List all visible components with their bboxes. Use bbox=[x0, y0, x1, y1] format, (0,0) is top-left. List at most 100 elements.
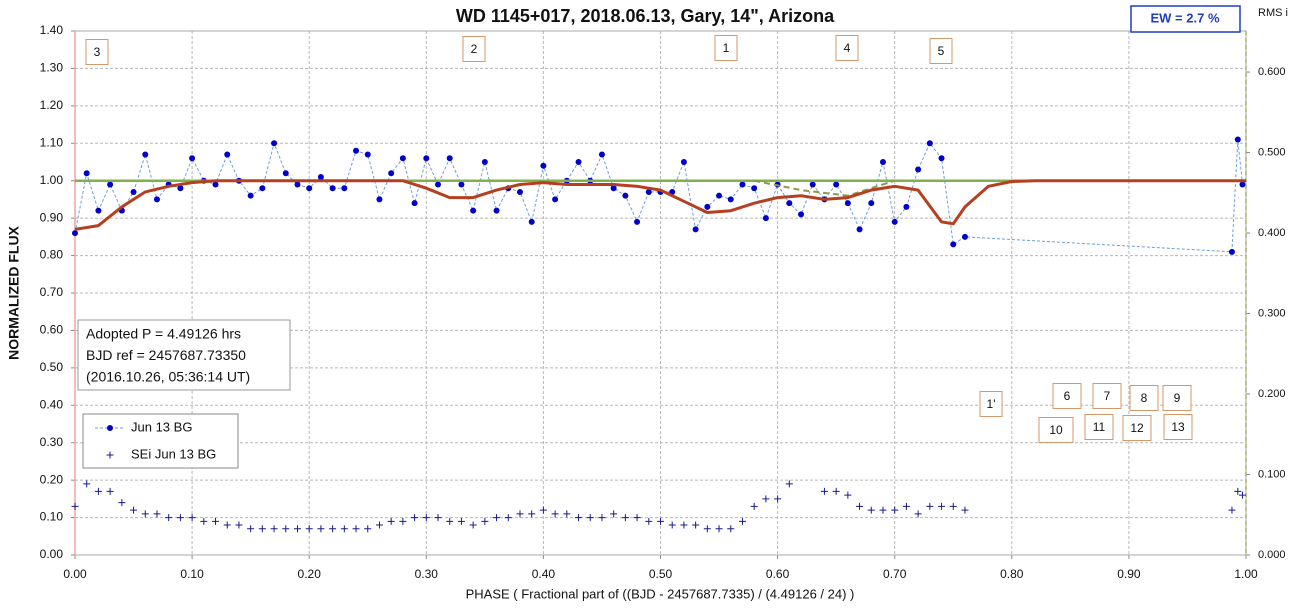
data-point bbox=[633, 514, 641, 522]
x-tick-label: 0.00 bbox=[63, 567, 87, 581]
annotation-label: 12 bbox=[1130, 421, 1144, 435]
data-point bbox=[317, 525, 325, 533]
data-point bbox=[634, 218, 641, 225]
x-tick-label: 0.40 bbox=[532, 567, 556, 581]
data-point bbox=[575, 514, 583, 522]
data-point bbox=[891, 506, 899, 514]
annotation-label: 13 bbox=[1171, 420, 1185, 434]
data-point bbox=[375, 521, 383, 529]
data-point bbox=[833, 181, 840, 188]
y-tick-label: 1.40 bbox=[40, 23, 64, 37]
ew-text: EW = 2.7 % bbox=[1151, 10, 1220, 25]
annotation-label: 8 bbox=[1141, 391, 1148, 405]
data-point bbox=[809, 181, 816, 188]
data-point bbox=[446, 155, 453, 162]
data-point bbox=[926, 140, 933, 147]
y-tick-label: 0.60 bbox=[40, 323, 64, 337]
data-point bbox=[539, 506, 547, 514]
y-tick-label: 1.30 bbox=[40, 61, 64, 75]
data-point bbox=[294, 181, 301, 188]
data-point bbox=[1238, 491, 1246, 499]
annotation-label: 2 bbox=[471, 42, 478, 56]
data-point bbox=[762, 495, 770, 503]
data-point bbox=[751, 185, 758, 192]
data-point bbox=[528, 218, 535, 225]
data-point bbox=[798, 211, 805, 218]
data-point bbox=[212, 181, 219, 188]
annotation-label: 7 bbox=[1104, 389, 1111, 403]
ew-box bbox=[1130, 5, 1241, 33]
data-point bbox=[165, 514, 173, 522]
data-point bbox=[224, 151, 231, 158]
data-point bbox=[270, 525, 278, 533]
data-point bbox=[177, 185, 184, 192]
data-point bbox=[293, 525, 301, 533]
data-point bbox=[727, 525, 735, 533]
y-tick-label: 0.90 bbox=[40, 210, 64, 224]
x-tick-label: 0.70 bbox=[883, 567, 907, 581]
data-point bbox=[1228, 248, 1235, 255]
annotation-label: 10 bbox=[1049, 423, 1063, 437]
data-point bbox=[130, 506, 138, 514]
data-point bbox=[610, 185, 617, 192]
info-box bbox=[77, 319, 291, 391]
data-point bbox=[704, 203, 711, 210]
y-tick-label: 0.10 bbox=[40, 510, 64, 524]
y-tick-label: 1.10 bbox=[40, 135, 64, 149]
x-tick-label: 1.00 bbox=[1234, 567, 1258, 581]
y2-tick-label: 0.200 bbox=[1258, 388, 1286, 400]
data-point bbox=[832, 487, 840, 495]
data-point bbox=[504, 514, 512, 522]
data-point bbox=[786, 200, 793, 207]
y-tick-label: 1.00 bbox=[40, 173, 64, 187]
series-line bbox=[74, 139, 1243, 253]
data-point bbox=[516, 188, 523, 195]
data-point bbox=[247, 525, 255, 533]
data-point bbox=[259, 185, 266, 192]
y-tick-label: 0.00 bbox=[40, 547, 64, 561]
data-point bbox=[481, 159, 488, 165]
y-tick-label: 1.20 bbox=[40, 98, 64, 112]
data-point bbox=[680, 521, 688, 529]
data-point bbox=[950, 241, 957, 248]
data-point bbox=[552, 196, 559, 203]
grid: 0.00 0.10 0.20 0.30 0.40 0.50 0.60 0.70 0.80 0.90… bbox=[40, 23, 1286, 581]
annotation-label: 3 bbox=[94, 45, 101, 59]
data-point bbox=[200, 517, 208, 525]
data-point bbox=[329, 185, 336, 192]
data-point bbox=[142, 151, 149, 158]
legend-box bbox=[82, 413, 239, 469]
data-point bbox=[739, 181, 746, 188]
data-point bbox=[411, 200, 418, 207]
data-point bbox=[189, 155, 196, 162]
data-point bbox=[516, 510, 524, 518]
data-point bbox=[703, 525, 711, 533]
data-point bbox=[130, 188, 137, 195]
data-point bbox=[961, 233, 968, 240]
annotation-box bbox=[1162, 385, 1192, 411]
x-axis-label: PHASE ( Fractional part of ((BJD - 24576… bbox=[466, 586, 855, 601]
legend-label: SEi Jun 13 BG bbox=[131, 446, 216, 461]
annotation-label: 9 bbox=[1174, 391, 1181, 405]
y-tick-label: 0.50 bbox=[40, 360, 64, 374]
data-point bbox=[470, 207, 477, 214]
data-point bbox=[938, 502, 946, 510]
data-point bbox=[844, 491, 852, 499]
data-point bbox=[446, 517, 454, 525]
data-point bbox=[575, 159, 582, 165]
data-point bbox=[71, 502, 79, 510]
plot bbox=[71, 136, 1246, 533]
data-point bbox=[341, 185, 348, 192]
y2-tick-label: 0.500 bbox=[1258, 146, 1286, 158]
data-point bbox=[820, 487, 828, 495]
annotation-box bbox=[714, 35, 738, 61]
x-tick-label: 0.60 bbox=[766, 567, 790, 581]
data-point bbox=[598, 151, 605, 158]
data-point bbox=[153, 510, 161, 518]
y-tick-label: 0.20 bbox=[40, 472, 64, 486]
data-point bbox=[176, 514, 184, 522]
data-point bbox=[540, 162, 547, 169]
series-line bbox=[754, 179, 896, 197]
